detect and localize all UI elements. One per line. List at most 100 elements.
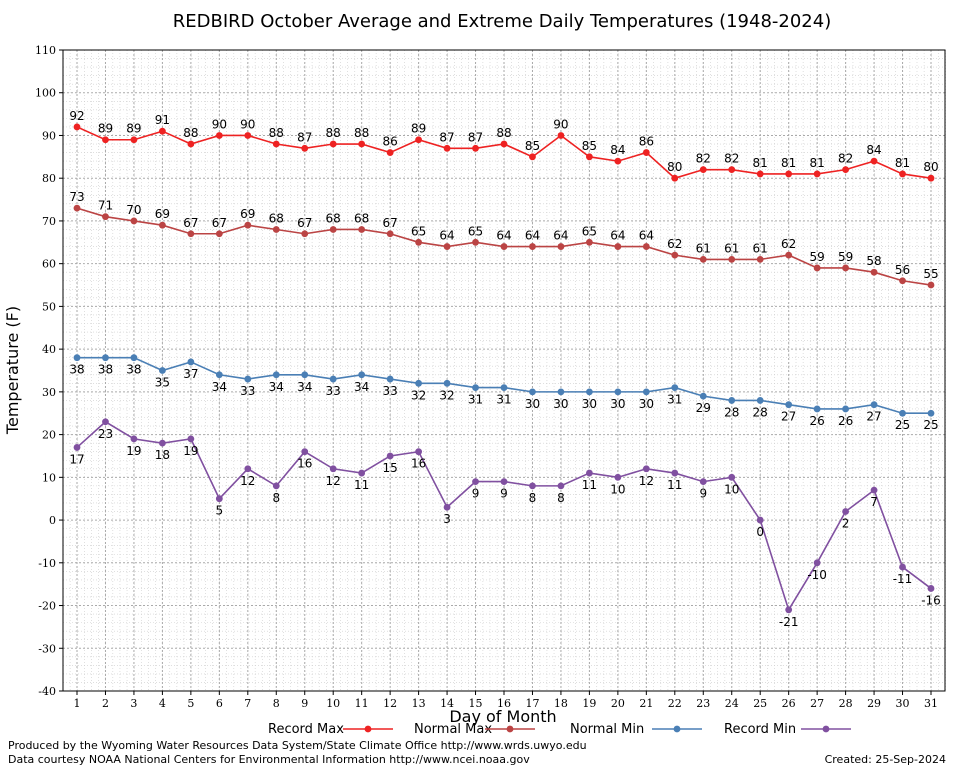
- x-tick-label: 28: [839, 697, 853, 710]
- footer-data-courtesy: Data courtesy NOAA National Centers for …: [8, 753, 530, 766]
- x-tick-label: 22: [668, 697, 682, 710]
- legend-label: Record Max: [268, 722, 344, 737]
- data-label: 70: [126, 203, 141, 217]
- data-label: 55: [923, 267, 938, 281]
- data-point: [529, 388, 536, 396]
- data-point: [728, 255, 736, 263]
- data-label: 64: [439, 229, 454, 243]
- data-label: 26: [838, 414, 853, 428]
- data-label: 19: [126, 444, 141, 458]
- data-point: [586, 388, 593, 396]
- data-label: 12: [639, 474, 654, 488]
- data-label: 65: [411, 224, 426, 238]
- data-point: [529, 482, 536, 490]
- data-label: 81: [895, 156, 910, 170]
- y-tick-label: 90: [42, 129, 56, 142]
- data-point: [244, 465, 252, 473]
- data-point: [73, 444, 81, 451]
- y-tick-label: 10: [42, 471, 56, 484]
- data-point: [642, 388, 650, 396]
- data-label: 38: [126, 363, 141, 377]
- data-point: [272, 140, 280, 148]
- data-point: [614, 473, 622, 481]
- data-label: 30: [553, 397, 568, 411]
- data-label: 17: [69, 452, 84, 466]
- data-point: [842, 166, 849, 174]
- data-point: [130, 136, 138, 144]
- data-point: [813, 264, 821, 272]
- x-tick-label: 25: [753, 697, 767, 710]
- data-label: 64: [610, 229, 625, 243]
- data-point: [159, 367, 166, 374]
- x-tick-label: 4: [159, 697, 166, 710]
- data-point: [557, 243, 565, 250]
- data-point: [557, 132, 565, 139]
- data-label: 88: [354, 126, 369, 140]
- y-tick-label: -20: [38, 600, 56, 613]
- footer-created-date: Created: 25-Sep-2024: [825, 753, 946, 766]
- data-label: 68: [326, 211, 341, 225]
- x-tick-label: 16: [497, 697, 511, 710]
- data-point: [529, 153, 536, 161]
- data-point: [728, 473, 736, 481]
- y-axis-ticks: -40 -30 -20 -10 0 10 20 30 40 50 60 70 80 90 100 110: [35, 44, 63, 698]
- data-point: [586, 238, 593, 246]
- data-label: 80: [923, 160, 938, 174]
- data-label: 64: [525, 229, 540, 243]
- data-point: [500, 384, 508, 391]
- data-point: [301, 230, 309, 238]
- data-point: [301, 371, 309, 379]
- data-label: 9: [472, 487, 480, 501]
- data-label: 16: [411, 457, 426, 471]
- data-label: 64: [639, 229, 654, 243]
- data-label: 8: [272, 491, 280, 505]
- data-point: [159, 439, 166, 447]
- data-label: 81: [809, 156, 824, 170]
- x-tick-label: 14: [440, 697, 454, 710]
- data-label: 62: [781, 237, 796, 251]
- data-point: [272, 482, 280, 490]
- x-tick-label: 7: [244, 697, 251, 710]
- data-point: [386, 149, 394, 156]
- data-point: [500, 140, 508, 148]
- data-point: [785, 401, 793, 409]
- data-label: 31: [468, 393, 483, 407]
- data-point: [443, 243, 451, 250]
- data-point: [187, 140, 195, 148]
- data-point: [215, 495, 223, 503]
- chart-title: REDBIRD October Average and Extreme Dail…: [173, 11, 832, 32]
- data-point: [358, 469, 366, 477]
- data-point: [130, 435, 138, 443]
- data-point: [329, 375, 337, 383]
- y-tick-label: 40: [42, 343, 56, 356]
- x-tick-label: 8: [273, 697, 280, 710]
- y-tick-label: -10: [38, 557, 56, 570]
- data-label: 89: [411, 122, 426, 136]
- data-point: [130, 354, 138, 362]
- x-tick-label: 13: [412, 697, 426, 710]
- data-point: [756, 170, 764, 178]
- x-tick-label: 27: [810, 697, 824, 710]
- data-point: [102, 354, 109, 362]
- data-label: 87: [297, 130, 312, 144]
- data-label: 67: [212, 216, 227, 230]
- x-tick-label: 10: [326, 697, 340, 710]
- data-label: 67: [183, 216, 198, 230]
- y-tick-label: 50: [42, 300, 56, 313]
- data-label: 7: [870, 495, 878, 509]
- data-point: [614, 243, 622, 250]
- data-point: [187, 358, 195, 366]
- data-label: 23: [98, 427, 113, 441]
- legend-label: Normal Min: [570, 722, 644, 737]
- data-label: 86: [382, 135, 397, 149]
- data-label: 29: [696, 401, 711, 415]
- data-label: 11: [667, 478, 682, 492]
- data-point: [358, 226, 366, 233]
- data-point: [500, 478, 508, 486]
- data-label: 8: [557, 491, 565, 505]
- data-label: 84: [610, 143, 625, 157]
- legend-swatch-marker: [506, 725, 514, 733]
- data-label: 33: [240, 384, 255, 398]
- data-point: [358, 371, 366, 379]
- data-label: 80: [667, 160, 682, 174]
